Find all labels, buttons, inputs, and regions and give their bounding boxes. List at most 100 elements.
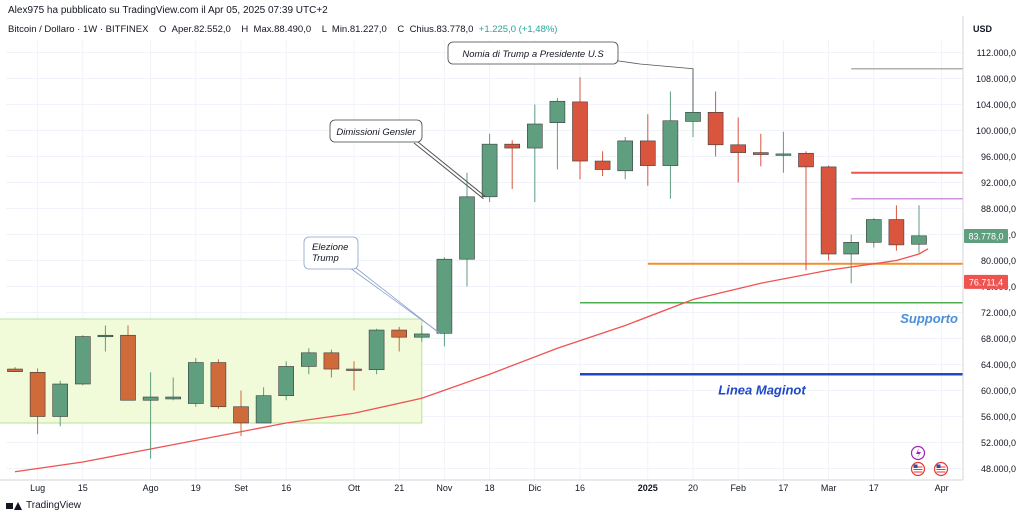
gensler-text: Dimissioni Gensler bbox=[336, 127, 416, 138]
tradingview-logo-icon bbox=[6, 501, 22, 511]
nomination-text: Nomia di Trump a Presidente U.S bbox=[462, 49, 604, 60]
ohlc-legend: Bitcoin / Dollaro · 1W · BITFINEX O Aper… bbox=[8, 24, 557, 35]
footer-brand[interactable]: TradingView bbox=[6, 500, 81, 511]
currency-label[interactable]: USD bbox=[973, 24, 993, 34]
candle-body bbox=[97, 334, 114, 338]
x-tick-label: Lug bbox=[30, 483, 45, 493]
candle-body bbox=[775, 153, 792, 156]
lightning-glyph-icon bbox=[916, 448, 921, 458]
candle-body bbox=[504, 143, 521, 149]
y-tick-label: 48.000,0 bbox=[981, 464, 1016, 474]
close-label: C bbox=[397, 24, 405, 35]
candle-body bbox=[413, 333, 430, 338]
x-tick-label: 19 bbox=[191, 483, 201, 493]
ma-price-badge bbox=[964, 274, 1008, 289]
high-value: Max.88.490,0 bbox=[253, 24, 312, 35]
moving-average bbox=[14, 248, 929, 473]
candle-body bbox=[278, 366, 295, 397]
x-tick-label: Dic bbox=[528, 483, 541, 493]
x-tick-label: Ott bbox=[348, 483, 361, 493]
flag-canton bbox=[913, 464, 918, 468]
candle-body bbox=[481, 143, 498, 198]
x-tick-label: 16 bbox=[575, 483, 585, 493]
maginot-label: Linea Maginot bbox=[718, 382, 806, 397]
election-box bbox=[303, 236, 359, 270]
gensler-pointer bbox=[417, 141, 486, 198]
candle-body bbox=[346, 368, 362, 371]
x-tick-label: Feb bbox=[730, 483, 746, 493]
change-value: +1.225,0 (+1,48%) bbox=[478, 24, 558, 35]
candle-body bbox=[752, 152, 769, 155]
candle-body bbox=[865, 219, 882, 243]
candle-body bbox=[820, 166, 837, 255]
candle-body bbox=[188, 362, 204, 404]
candle-body bbox=[843, 242, 860, 255]
high-label: H bbox=[241, 24, 249, 35]
x-tick-label: 17 bbox=[869, 483, 879, 493]
event-markers bbox=[910, 445, 949, 477]
y-tick-label: 72.000,0 bbox=[981, 308, 1016, 318]
candle-body bbox=[662, 120, 679, 166]
y-tick-label: 104.000,0 bbox=[976, 100, 1016, 110]
nomination-pointer bbox=[611, 59, 694, 113]
candle-body bbox=[707, 112, 724, 146]
election-text-line: Trump bbox=[312, 253, 339, 264]
x-tick-label: 2025 bbox=[638, 483, 658, 493]
open-value: Aper.82.552,0 bbox=[171, 24, 231, 35]
flag-canton bbox=[936, 464, 941, 468]
price-levels: Supporto Linea Maginot bbox=[580, 68, 963, 397]
candle-body bbox=[436, 258, 453, 334]
candle-body bbox=[210, 362, 227, 408]
candle-body bbox=[323, 352, 340, 370]
candle-body bbox=[459, 196, 475, 260]
y-tick-label: 56.000,0 bbox=[981, 412, 1016, 422]
candle-body bbox=[617, 140, 634, 172]
candle-body bbox=[300, 352, 317, 367]
low-value: Min.81.227,0 bbox=[331, 24, 387, 35]
candle-body bbox=[255, 395, 272, 424]
candle-body bbox=[572, 101, 588, 162]
x-tick-label: Mar bbox=[821, 483, 837, 493]
candles bbox=[7, 68, 927, 459]
open-label: O bbox=[158, 24, 167, 35]
candle-body bbox=[52, 383, 69, 417]
close-value: Chius.83.778,0 bbox=[409, 24, 474, 35]
x-tick-label: 16 bbox=[281, 483, 291, 493]
y-tick-label: 88.000,0 bbox=[981, 204, 1016, 214]
gensler-box bbox=[329, 119, 423, 143]
publish-info: Alex975 ha pubblicato su TradingView.com… bbox=[8, 5, 328, 16]
y-tick-label: 100.000,0 bbox=[976, 126, 1016, 136]
candle-body bbox=[75, 336, 91, 385]
symbol-label[interactable]: Bitcoin / Dollaro · 1W · BITFINEX bbox=[8, 24, 149, 35]
y-tick-label: 92.000,0 bbox=[981, 178, 1016, 188]
candle-body bbox=[233, 406, 249, 424]
candle-body bbox=[888, 219, 905, 246]
ma-line bbox=[14, 248, 929, 473]
y-tick-label: 80.000,0 bbox=[981, 256, 1016, 266]
support-label: Supporto bbox=[900, 311, 958, 326]
candle-body bbox=[549, 100, 566, 124]
candle-body bbox=[7, 368, 23, 372]
y-tick-label: 60.000,0 bbox=[981, 386, 1016, 396]
current-price-badge bbox=[964, 228, 1008, 243]
axes: 48.000,0 52.000,0 56.000,0 60.000,0 64.000,0… bbox=[0, 16, 1016, 493]
nomination-box bbox=[447, 41, 619, 65]
x-tick-label: 20 bbox=[688, 483, 698, 493]
y-tick-label: 108.000,0 bbox=[976, 74, 1016, 84]
election-pointer-2 bbox=[355, 267, 441, 335]
candle-body bbox=[165, 396, 181, 400]
election-text-line: Elezione bbox=[312, 242, 348, 253]
x-tick-label: 18 bbox=[485, 483, 495, 493]
x-tick-label: Ago bbox=[143, 483, 159, 493]
x-tick-label: Nov bbox=[436, 483, 453, 493]
gensler-pointer-2 bbox=[413, 142, 484, 200]
current-price-label: 83.778,0 bbox=[968, 231, 1003, 241]
ma-price-label: 76.711,4 bbox=[969, 277, 1003, 287]
candle-body bbox=[526, 123, 543, 149]
candle-body bbox=[730, 144, 747, 153]
candle-body bbox=[594, 160, 611, 170]
candle-body bbox=[142, 396, 159, 401]
brand-name: TradingView bbox=[26, 500, 82, 511]
